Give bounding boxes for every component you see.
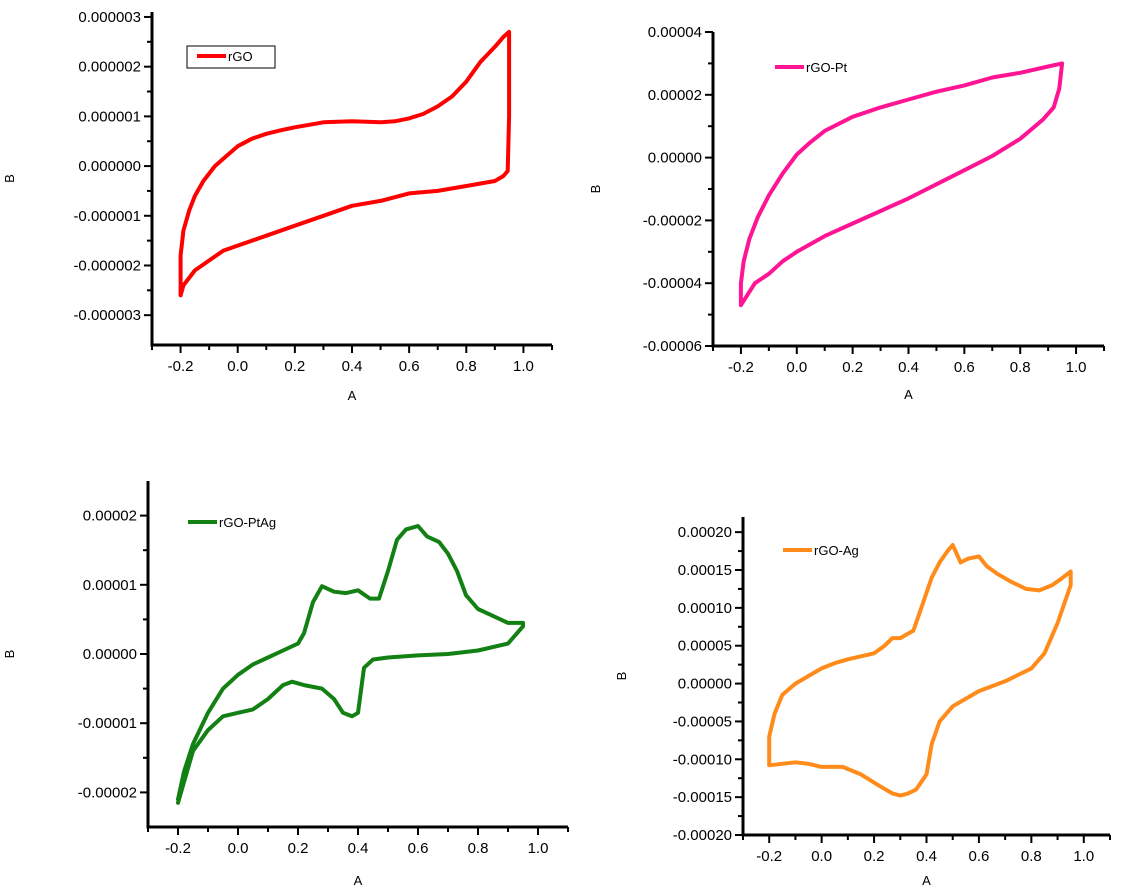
y-tick-label: 0.00000 xyxy=(83,646,137,663)
y-axis-label: B xyxy=(2,650,17,659)
legend-label: rGO-Pt xyxy=(806,60,848,75)
x-tick-label: 0.2 xyxy=(284,358,305,375)
x-tick-label: 1.0 xyxy=(1073,848,1094,865)
chart-panel-4: 0.00020 0.00015 0.00010 0.00005 0.00000 -0.00… xyxy=(614,517,1111,888)
x-tick-label: -0.2 xyxy=(168,358,194,375)
x-tick-label: 1.0 xyxy=(1066,359,1087,376)
x-tick-label: 0.4 xyxy=(342,358,363,375)
y-tick-label: -0.00010 xyxy=(673,751,732,768)
x-axis-label: A xyxy=(354,873,363,888)
x-tick-label: 0.4 xyxy=(898,359,919,376)
y-axis-label: B xyxy=(588,185,603,194)
y-tick-label: 0.00010 xyxy=(678,600,732,617)
series-line-1 xyxy=(176,524,525,805)
y-tick-label: 0.00004 xyxy=(648,24,702,41)
y-axis-label: B xyxy=(614,672,629,681)
chart-panel-1: 0.000003 0.000002 0.000001 0.000000 -0.00000… xyxy=(2,9,553,403)
x-tick-label: 0.2 xyxy=(842,359,863,376)
x-tick-label: 0.6 xyxy=(954,359,975,376)
y-tick-label: -0.000001 xyxy=(73,208,141,225)
chart-panel-3: 0.00002 0.00001 0.00000 -0.00001 -0.00002 -0.… xyxy=(2,481,569,888)
y-tick-label: 0.00002 xyxy=(648,87,702,104)
y-tick-label: 0.00000 xyxy=(648,150,702,167)
x-tick-label: 0.2 xyxy=(288,840,309,857)
chart-panel-2: 0.00004 0.00002 0.00000 -0.00002 -0.00004 -0.… xyxy=(588,24,1105,402)
y-tick-label: 0.000002 xyxy=(78,59,141,76)
x-tick-label: -0.2 xyxy=(165,840,191,857)
y-tick-label: -0.00015 xyxy=(673,789,732,806)
x-tick-label: -0.2 xyxy=(728,359,754,376)
series-line-1 xyxy=(178,29,512,298)
x-tick-label: 1.0 xyxy=(513,358,534,375)
y-tick-label: -0.00002 xyxy=(78,784,137,801)
legend-label: rGO-PtAg xyxy=(219,515,276,530)
y-tick-label: -0.000002 xyxy=(73,257,141,274)
x-tick-label: 0.4 xyxy=(348,840,369,857)
y-tick-label: -0.00004 xyxy=(643,275,702,292)
legend-box xyxy=(186,45,276,69)
y-tick-label: -0.00005 xyxy=(673,713,732,730)
y-tick-label: 0.00002 xyxy=(83,508,137,525)
y-tick-label: 0.000003 xyxy=(78,9,141,26)
y-tick-label: -0.000003 xyxy=(73,307,141,324)
x-tick-label: 0.8 xyxy=(456,358,477,375)
x-tick-label: 0.6 xyxy=(408,840,429,857)
y-tick-label: 0.000001 xyxy=(78,108,141,125)
y-tick-label: 0.00005 xyxy=(678,638,732,655)
x-tick-label: 0.0 xyxy=(811,848,832,865)
y-tick-label: -0.00002 xyxy=(643,212,702,229)
x-tick-label: 0.8 xyxy=(1021,848,1042,865)
x-axis-label: A xyxy=(922,873,931,888)
x-tick-label: 0.4 xyxy=(916,848,937,865)
y-tick-label: 0.00020 xyxy=(678,524,732,541)
x-tick-label: 0.0 xyxy=(228,840,249,857)
y-tick-label: -0.00020 xyxy=(673,827,732,844)
y-tick-label: -0.00001 xyxy=(78,715,137,732)
y-tick-label: 0.000000 xyxy=(78,158,141,175)
x-tick-label: 0.8 xyxy=(468,840,489,857)
x-tick-label: 0.8 xyxy=(1010,359,1031,376)
x-tick-label: 0.0 xyxy=(227,358,248,375)
legend-label: rGO xyxy=(228,49,253,64)
x-tick-label: -0.2 xyxy=(756,848,782,865)
y-tick-label: -0.00006 xyxy=(643,338,702,355)
x-tick-label: 0.6 xyxy=(968,848,989,865)
y-tick-label: 0.00000 xyxy=(678,676,732,693)
x-tick-label: 1.0 xyxy=(528,840,549,857)
y-axis-label: B xyxy=(2,174,17,183)
x-axis-label: A xyxy=(904,387,913,402)
x-axis-label: A xyxy=(348,388,357,403)
y-tick-label: 0.00001 xyxy=(83,577,137,594)
x-tick-label: 0.0 xyxy=(786,359,807,376)
x-tick-label: 0.6 xyxy=(399,358,420,375)
series-line-1 xyxy=(767,543,1073,798)
series-line-1 xyxy=(738,61,1065,308)
y-tick-label: 0.00015 xyxy=(678,562,732,579)
x-tick-label: 0.2 xyxy=(864,848,885,865)
legend-label: rGO-Ag xyxy=(814,543,859,558)
